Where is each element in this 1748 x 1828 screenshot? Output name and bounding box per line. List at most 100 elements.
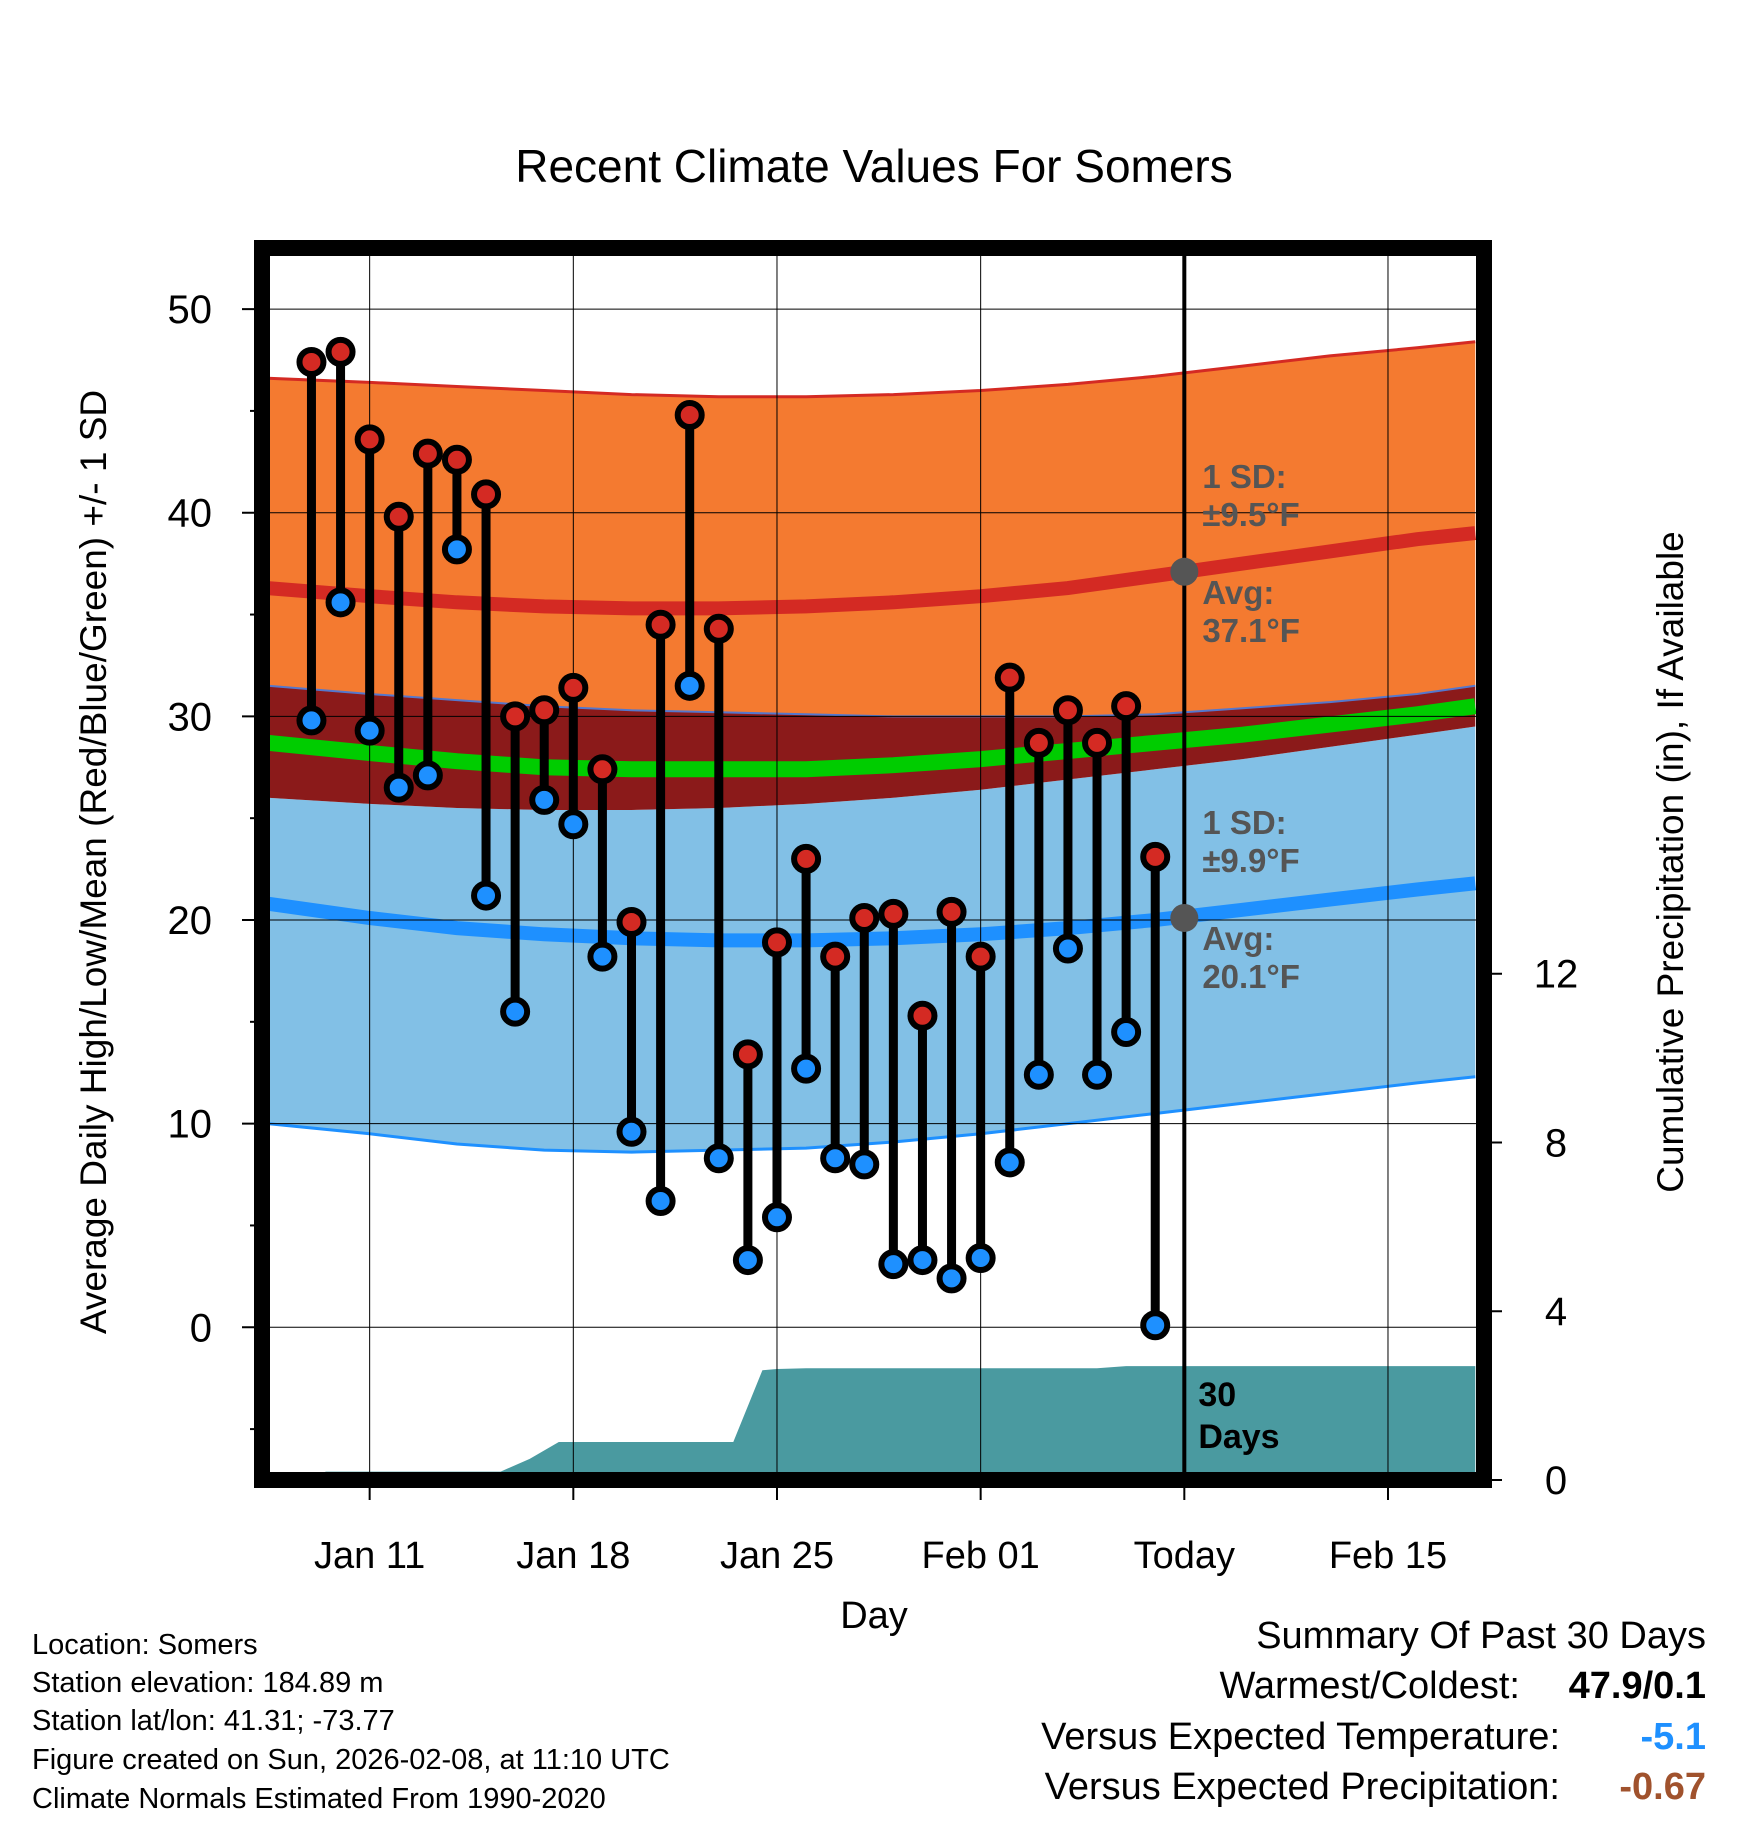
high-marker	[994, 662, 1025, 693]
summary-temp-value: -5.1	[1640, 1716, 1706, 1758]
high-marker	[325, 336, 356, 367]
x-tick-label: Jan 11	[314, 1535, 425, 1577]
high-marker	[1140, 841, 1171, 872]
high-marker	[791, 843, 822, 874]
y-tick-label: 40	[168, 492, 213, 536]
low-marker	[383, 772, 414, 803]
low-sd-label-line: 1 SD:	[1202, 804, 1286, 841]
high-avg-label-line: 37.1°F	[1202, 612, 1300, 649]
high-marker	[1052, 695, 1083, 726]
high-sd-label-line: 1 SD:	[1202, 458, 1286, 495]
x-tick-label: Jan 25	[720, 1535, 834, 1577]
low-avg-label-line: 20.1°F	[1202, 958, 1300, 995]
high-marker	[471, 479, 502, 510]
y-tick-label: 0	[190, 1306, 212, 1350]
low-marker	[732, 1245, 763, 1276]
low-marker	[878, 1249, 909, 1280]
low-marker	[587, 941, 618, 972]
high-marker	[383, 501, 414, 532]
high-marker	[965, 941, 996, 972]
low-avg-dot	[1170, 903, 1199, 932]
summary-title: Summary Of Past 30 Days	[1256, 1615, 1706, 1657]
x-tick-label: Feb 15	[1329, 1535, 1447, 1577]
low-marker	[616, 1116, 647, 1147]
high-marker	[412, 438, 443, 469]
y2-tick-label: 0	[1545, 1459, 1567, 1503]
low-marker	[471, 880, 502, 911]
high-marker	[645, 609, 676, 640]
high-marker	[296, 347, 327, 378]
low-marker	[849, 1149, 880, 1180]
summary-warmest-value: 47.9/0.1	[1568, 1665, 1706, 1707]
meta-elevation: Station elevation: 184.89 m	[32, 1667, 384, 1699]
high-marker	[849, 902, 880, 933]
meta-normals: Climate Normals Estimated From 1990-2020	[32, 1783, 606, 1815]
high-marker	[587, 754, 618, 785]
high-marker	[674, 399, 705, 430]
low-marker	[674, 670, 705, 701]
low-marker	[1023, 1059, 1054, 1090]
low-marker	[441, 534, 472, 565]
high-marker	[907, 1000, 938, 1031]
meta-location: Location: Somers	[32, 1629, 258, 1661]
low-marker	[500, 996, 531, 1027]
low-marker	[936, 1263, 967, 1294]
today-days-label: 30	[1198, 1376, 1236, 1414]
high-marker	[500, 701, 531, 732]
high-marker	[732, 1039, 763, 1070]
high-marker	[936, 896, 967, 927]
summary-temp-label: Versus Expected Temperature:	[1041, 1716, 1560, 1758]
high-sd-upper-line	[267, 340, 1476, 399]
high-marker	[441, 444, 472, 475]
low-marker	[296, 705, 327, 736]
plot-frame	[254, 240, 1492, 1488]
precip-area	[296, 1366, 1476, 1480]
low-marker	[1052, 933, 1083, 964]
y2-tick-label: 4	[1545, 1290, 1567, 1334]
high-sd-band	[267, 341, 1476, 717]
summary-precip-value: -0.67	[1619, 1766, 1706, 1808]
high-marker	[1082, 727, 1113, 758]
low-marker	[645, 1186, 676, 1217]
y2-tick-label: 12	[1534, 953, 1579, 997]
low-marker	[412, 760, 443, 791]
low-marker	[529, 784, 560, 815]
low-marker	[1082, 1059, 1113, 1090]
low-marker	[325, 587, 356, 618]
y2-axis-label: Cumulative Precipitation (in), If Availa…	[1650, 531, 1691, 1193]
low-sd-label-line: ±9.9°F	[1202, 842, 1299, 879]
low-avg-label-line: Avg:	[1202, 920, 1274, 957]
low-marker	[907, 1245, 938, 1276]
high-avg-label-line: Avg:	[1202, 574, 1274, 611]
low-marker	[820, 1143, 851, 1174]
chart-title: Recent Climate Values For Somers	[515, 140, 1233, 192]
high-marker	[1023, 727, 1054, 758]
summary-precip-label: Versus Expected Precipitation:	[1044, 1766, 1560, 1808]
meta-created: Figure created on Sun, 2026-02-08, at 11…	[32, 1744, 670, 1776]
high-marker	[1111, 691, 1142, 722]
x-tick-label: Jan 18	[516, 1535, 630, 1577]
y-axis-label: Average Daily High/Low/Mean (Red/Blue/Gr…	[73, 390, 114, 1334]
high-marker	[761, 927, 792, 958]
y-tick-label: 10	[168, 1103, 213, 1147]
low-marker	[703, 1143, 734, 1174]
low-marker	[965, 1243, 996, 1274]
y-tick-label: 50	[168, 288, 213, 332]
high-marker	[616, 907, 647, 938]
high-marker	[529, 695, 560, 726]
low-marker	[558, 809, 589, 840]
high-avg-dot	[1170, 557, 1199, 586]
x-tick-label: Today	[1134, 1535, 1235, 1577]
low-marker	[1111, 1017, 1142, 1047]
x-tick-label: Feb 01	[921, 1535, 1039, 1577]
high-marker	[703, 613, 734, 644]
high-sd-label-line: ±9.5°F	[1202, 496, 1299, 533]
x-axis-label: Day	[840, 1595, 908, 1637]
summary-warmest-label: Warmest/Coldest:	[1219, 1665, 1520, 1707]
low-marker	[1140, 1310, 1171, 1341]
low-marker	[761, 1202, 792, 1233]
y2-tick-label: 8	[1545, 1121, 1567, 1165]
low-marker	[354, 715, 385, 746]
meta-latlon: Station lat/lon: 41.31; -73.77	[32, 1705, 395, 1737]
high-marker	[354, 424, 385, 455]
